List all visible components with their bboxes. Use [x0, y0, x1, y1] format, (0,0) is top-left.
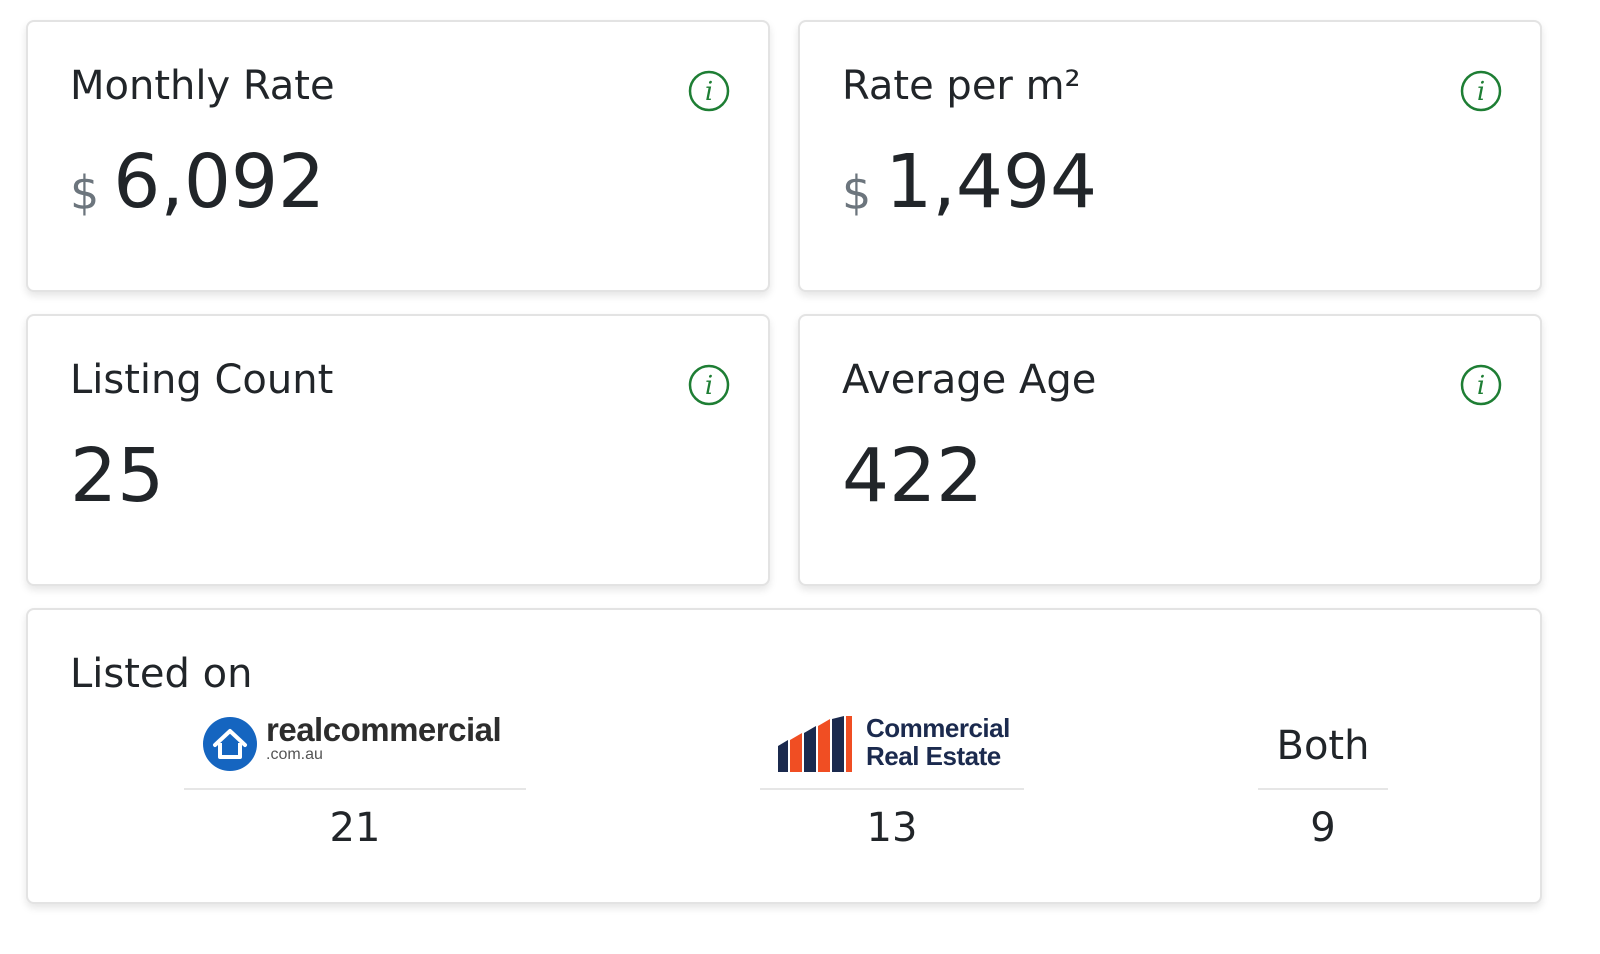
listing-count-value: 25: [70, 433, 165, 519]
card-title: Average Age: [842, 357, 1097, 403]
rate-per-m2-value: 1,494: [885, 139, 1098, 225]
currency-symbol: $: [70, 166, 100, 220]
realcommercial-wordmark: realcommercial: [266, 711, 502, 748]
bar-chart-logo-icon: [778, 716, 852, 772]
realcommercial-domain: .com.au: [266, 746, 323, 763]
average-age-value: 422: [842, 433, 984, 519]
metric-value-row: $1,494: [842, 140, 1097, 244]
realcommercial-count: 21: [329, 805, 381, 851]
realcommercial-logo: realcommercial .com.au: [184, 708, 526, 790]
rate-per-m2-card: Rate per m² i $1,494: [798, 20, 1542, 292]
house-icon: [203, 717, 257, 771]
info-icon[interactable]: i: [688, 364, 730, 406]
listed-on-card: Listed on realcommercial .com.au 21 C: [26, 608, 1542, 904]
currency-symbol: $: [842, 166, 872, 220]
metric-value-row: $6,092: [70, 140, 325, 244]
card-title: Listed on: [70, 651, 253, 697]
average-age-card: Average Age i 422: [798, 314, 1542, 586]
commercial-real-estate-wordmark-line2: Real Estate: [866, 741, 1001, 771]
commercial-real-estate-logo: Commercial Real Estate: [760, 708, 1024, 790]
both-label: Both: [1276, 723, 1370, 769]
card-title: Rate per m²: [842, 63, 1081, 109]
both-header: Both: [1258, 708, 1388, 790]
commercial-real-estate-wordmark-line1: Commercial: [866, 713, 1010, 743]
monthly-rate-value: 6,092: [113, 139, 326, 225]
monthly-rate-card: Monthly Rate i $6,092: [26, 20, 770, 292]
info-icon[interactable]: i: [1460, 364, 1502, 406]
listing-count-card: Listing Count i 25: [26, 314, 770, 586]
listed-source-both: Both 9: [1258, 708, 1388, 868]
info-icon[interactable]: i: [1460, 70, 1502, 112]
commercial-real-estate-count: 13: [866, 805, 918, 851]
listed-source-commercial-real-estate: Commercial Real Estate 13: [760, 708, 1024, 868]
svg-text:i: i: [705, 371, 713, 401]
listed-source-realcommercial: realcommercial .com.au 21: [184, 708, 526, 868]
card-title: Monthly Rate: [70, 63, 335, 109]
metric-value-row: 25: [70, 434, 164, 538]
metric-value-row: 422: [842, 434, 983, 538]
card-title: Listing Count: [70, 357, 334, 403]
svg-text:i: i: [1477, 77, 1485, 107]
info-icon[interactable]: i: [688, 70, 730, 112]
both-count: 9: [1310, 805, 1336, 851]
svg-text:i: i: [1477, 371, 1485, 401]
svg-text:i: i: [705, 77, 713, 107]
